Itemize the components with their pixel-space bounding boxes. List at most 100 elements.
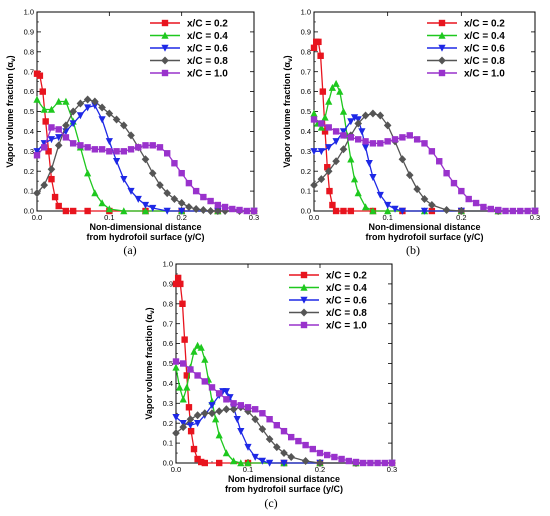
data-point: [185, 203, 193, 212]
data-point: [316, 449, 324, 457]
series-0-8: [33, 95, 258, 215]
data-point: [413, 136, 421, 143]
y-tick-label: 0.8: [24, 47, 34, 56]
data-point: [77, 142, 84, 149]
legend-marker: [438, 31, 446, 39]
data-point: [230, 457, 238, 465]
data-point: [170, 195, 179, 204]
data-point: [509, 207, 517, 215]
x-tick-label: 0.0: [309, 213, 319, 222]
y-tick-label: 0.1: [24, 187, 34, 196]
data-point: [226, 394, 234, 402]
data-point: [215, 431, 223, 439]
data-point: [288, 433, 295, 441]
data-point: [347, 155, 355, 163]
data-point: [517, 207, 524, 215]
data-point: [377, 140, 384, 147]
legend-label: x/C = 0.4: [464, 31, 505, 42]
data-point: [215, 407, 223, 416]
data-point: [69, 120, 77, 128]
data-point: [237, 402, 244, 409]
data-point: [398, 207, 406, 215]
legend-label: x/C = 0.4: [326, 283, 367, 294]
data-point: [328, 83, 337, 91]
x-axis-label: Non-dimensional distance: [368, 222, 480, 232]
data-point: [55, 134, 63, 142]
data-point: [179, 423, 187, 432]
y-axis-label: Vapor volume fraction (αv): [282, 55, 294, 167]
data-point: [183, 372, 190, 379]
data-point: [177, 199, 186, 208]
data-point: [487, 205, 494, 213]
data-point: [172, 280, 180, 288]
data-point: [120, 207, 128, 215]
data-point: [280, 459, 288, 467]
data-point: [141, 201, 150, 209]
data-point: [325, 97, 333, 105]
legend-label: x/C = 0.6: [464, 44, 505, 55]
data-point: [244, 459, 252, 467]
x-axis-label: from hydrofoil surface (y/C): [225, 484, 343, 494]
data-point: [112, 115, 121, 124]
data-point: [156, 144, 164, 151]
data-point: [354, 189, 362, 197]
data-point: [236, 206, 243, 214]
chart-panel-3: 0.0 0.1 0.2 0.3 0.4 0.5 0.6 0.7 0.8 0.9 1.0 0.0 0.1 0…: [144, 260, 397, 510]
y-tick-label: 0.9: [301, 28, 311, 37]
y-tick-label: 0.7: [301, 67, 311, 76]
data-point: [42, 118, 49, 125]
y-tick-label: 0.0: [163, 459, 173, 468]
data-point: [244, 404, 252, 411]
x-axis-label: from hydrofoil surface (y/C): [365, 232, 483, 242]
data-point: [243, 207, 250, 215]
data-point: [76, 99, 85, 108]
data-point: [319, 88, 327, 95]
data-point: [41, 144, 48, 151]
data-point: [221, 207, 229, 215]
data-point: [55, 126, 62, 133]
data-point: [345, 457, 352, 465]
data-point: [62, 134, 70, 141]
data-point: [179, 395, 187, 403]
data-point: [230, 400, 237, 407]
legend-marker: [438, 19, 446, 27]
data-point: [206, 207, 215, 215]
data-point: [531, 207, 539, 215]
data-point: [197, 343, 205, 351]
data-point: [259, 410, 266, 417]
data-point: [98, 146, 106, 153]
data-point: [120, 148, 127, 155]
data-point: [309, 445, 316, 453]
series-0-8: [172, 403, 396, 467]
series-1-0: [33, 124, 258, 215]
data-point: [374, 459, 381, 467]
data-point: [216, 390, 223, 397]
data-point: [156, 181, 164, 190]
data-point: [106, 148, 113, 155]
data-point: [340, 207, 347, 215]
data-point: [180, 360, 187, 367]
data-point: [301, 457, 310, 466]
data-point: [376, 111, 385, 120]
data-point: [120, 121, 128, 130]
data-point: [201, 459, 208, 467]
data-point: [98, 116, 106, 124]
data-point: [141, 155, 150, 164]
data-point: [384, 207, 392, 215]
data-point: [405, 171, 414, 180]
data-point: [336, 87, 344, 95]
x-tick-label: 0.1: [104, 213, 114, 222]
data-point: [339, 107, 348, 115]
data-point: [172, 429, 180, 438]
data-point: [194, 420, 202, 427]
legend-label: x/C = 1.0: [187, 69, 228, 80]
data-point: [69, 107, 77, 116]
data-point: [36, 72, 44, 79]
y-tick-label: 0.9: [163, 280, 173, 289]
data-point: [252, 406, 259, 413]
legend-marker: [161, 19, 169, 27]
data-point: [40, 181, 49, 190]
data-point: [355, 136, 362, 143]
data-point: [362, 138, 369, 145]
data-point: [331, 453, 338, 461]
